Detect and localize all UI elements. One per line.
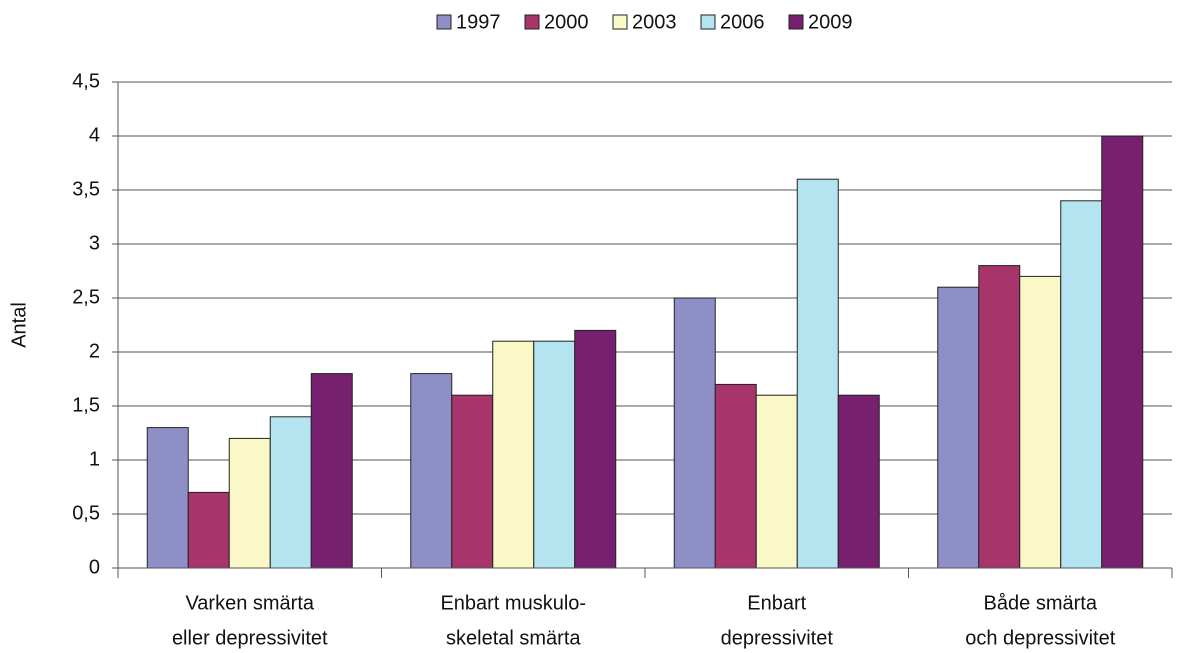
bar xyxy=(714,383,757,569)
bar xyxy=(269,416,312,569)
legend-swatch xyxy=(612,14,628,30)
y-tick-label: 4,5 xyxy=(72,70,100,92)
bar xyxy=(310,373,353,569)
y-tick-label: 1,5 xyxy=(72,394,100,416)
x-tick-label: Både smärta xyxy=(984,592,1098,614)
y-tick-label: 0,5 xyxy=(72,502,100,524)
bar xyxy=(187,491,230,569)
x-tick-label: Enbart muskulo- xyxy=(440,592,586,614)
x-tick-label: Varken smärta xyxy=(185,592,314,614)
bar xyxy=(451,394,494,569)
legend-label: 1997 xyxy=(456,11,501,33)
legend-swatch xyxy=(524,14,540,30)
y-tick-label: 1 xyxy=(89,448,100,470)
y-tick-label: 3,5 xyxy=(72,178,100,200)
legend-label: 2006 xyxy=(720,11,765,33)
bar xyxy=(1019,275,1062,569)
x-tick-label: eller depressivitet xyxy=(172,627,328,649)
y-tick-label: 3 xyxy=(89,232,100,254)
bar xyxy=(228,437,271,569)
x-tick-label: Enbart xyxy=(747,592,806,614)
bar xyxy=(492,340,535,569)
x-tick-label: och depressivitet xyxy=(965,627,1116,649)
bar xyxy=(574,329,617,569)
legend-swatch xyxy=(788,14,804,30)
bar xyxy=(978,265,1021,569)
legend-label: 2003 xyxy=(632,11,677,33)
x-tick-label: skeletal smärta xyxy=(446,627,581,649)
y-axis-label: Antal xyxy=(8,302,30,348)
y-tick-label: 2 xyxy=(89,340,100,362)
y-tick-label: 4 xyxy=(89,124,100,146)
x-tick-label: depressivitet xyxy=(721,627,834,649)
bar xyxy=(673,297,716,569)
legend-label: 2000 xyxy=(544,11,589,33)
bar xyxy=(937,286,980,569)
bar xyxy=(837,394,880,569)
legend-swatch xyxy=(700,14,716,30)
legend-swatch xyxy=(436,14,452,30)
bar xyxy=(1060,200,1103,569)
y-tick-label: 0 xyxy=(89,556,100,578)
bar xyxy=(410,373,453,569)
legend-label: 2009 xyxy=(808,11,853,33)
bar xyxy=(146,427,189,569)
bar xyxy=(755,394,798,569)
y-tick-label: 2,5 xyxy=(72,286,100,308)
bar xyxy=(533,340,576,569)
bar xyxy=(1101,135,1144,569)
bar xyxy=(796,178,839,569)
